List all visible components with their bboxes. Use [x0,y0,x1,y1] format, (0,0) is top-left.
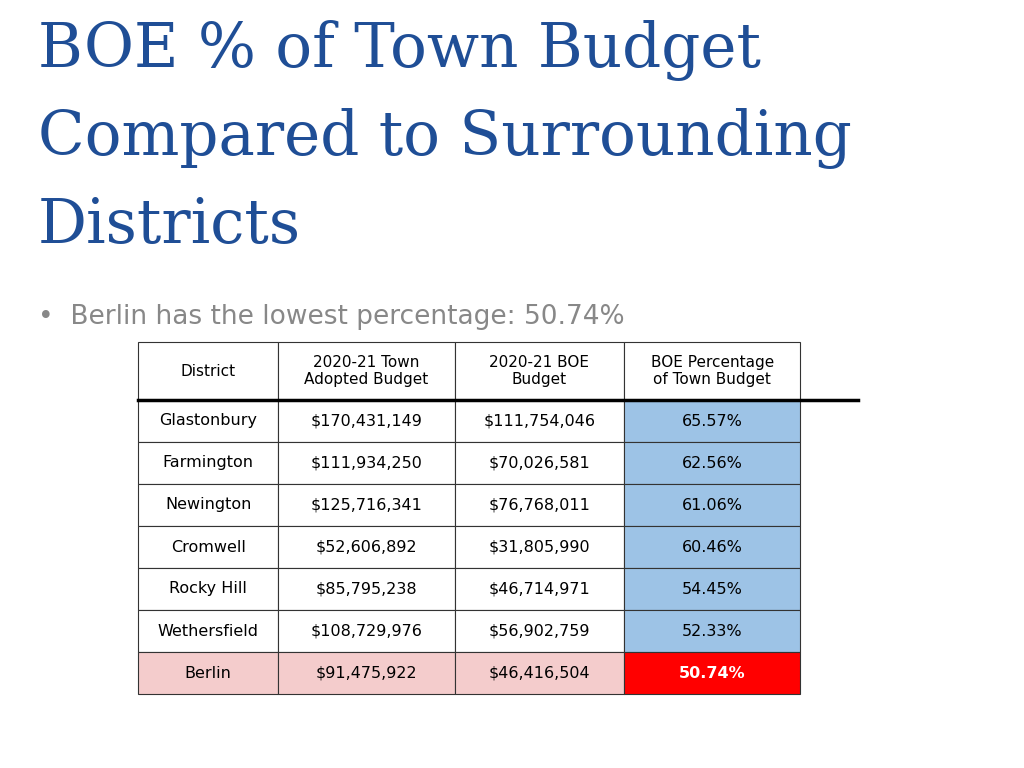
Text: $52,606,892: $52,606,892 [315,539,418,554]
Bar [279,526,455,568]
Text: Cromwell: Cromwell [171,539,246,554]
Text: Glastonbury: Glastonbury [159,413,257,429]
Text: 61.06%: 61.06% [682,498,742,512]
Bar [455,652,624,694]
Text: BOE % of Town Budget: BOE % of Town Budget [38,20,761,81]
Text: 50.74%: 50.74% [679,666,745,680]
Bar [138,568,279,610]
Bar [279,610,455,652]
Text: $56,902,759: $56,902,759 [488,624,590,638]
Bar [624,568,801,610]
Text: Compared to Surrounding: Compared to Surrounding [38,108,852,169]
Text: $170,431,149: $170,431,149 [310,413,423,429]
Text: Wethersfield: Wethersfield [158,624,259,638]
Bar [624,442,801,484]
Text: 62.56%: 62.56% [682,455,742,471]
Text: 2020-21 BOE
Budget: 2020-21 BOE Budget [489,355,590,387]
Text: $46,416,504: $46,416,504 [488,666,590,680]
Text: $91,475,922: $91,475,922 [315,666,418,680]
Text: BOE Percentage
of Town Budget: BOE Percentage of Town Budget [650,355,774,387]
Text: $70,026,581: $70,026,581 [488,455,590,471]
Bar [455,568,624,610]
Text: Districts: Districts [38,196,301,256]
Text: 2020-21 Town
Adopted Budget: 2020-21 Town Adopted Budget [304,355,429,387]
Bar [279,484,455,526]
Bar [455,526,624,568]
Bar [455,484,624,526]
Text: $108,729,976: $108,729,976 [310,624,423,638]
Text: •  Berlin has the lowest percentage: 50.74%: • Berlin has the lowest percentage: 50.7… [38,304,625,330]
Bar [455,442,624,484]
Text: $111,754,046: $111,754,046 [483,413,595,429]
Bar [279,652,455,694]
Bar [455,400,624,442]
Bar [138,652,279,694]
Text: $125,716,341: $125,716,341 [310,498,423,512]
Bar [138,342,279,400]
Bar [279,342,455,400]
Bar [624,342,801,400]
Bar [624,484,801,526]
Bar [279,442,455,484]
Bar [138,610,279,652]
Text: $111,934,250: $111,934,250 [310,455,423,471]
Text: 65.57%: 65.57% [682,413,742,429]
Bar [455,610,624,652]
Bar [624,526,801,568]
Bar [138,400,279,442]
Bar [279,568,455,610]
Bar [138,484,279,526]
Text: Rocky Hill: Rocky Hill [169,581,247,597]
Bar [138,526,279,568]
Bar [624,652,801,694]
Text: 60.46%: 60.46% [682,539,742,554]
Text: District: District [180,363,236,379]
Bar [624,400,801,442]
Text: $85,795,238: $85,795,238 [315,581,418,597]
Bar [455,342,624,400]
Text: Berlin: Berlin [184,666,231,680]
Text: Farmington: Farmington [163,455,254,471]
Text: Newington: Newington [165,498,251,512]
Text: 52.33%: 52.33% [682,624,742,638]
Bar [279,400,455,442]
Text: $46,714,971: $46,714,971 [488,581,590,597]
Text: $31,805,990: $31,805,990 [488,539,590,554]
Bar [624,610,801,652]
Text: 54.45%: 54.45% [682,581,742,597]
Text: $76,768,011: $76,768,011 [488,498,591,512]
Bar [138,442,279,484]
